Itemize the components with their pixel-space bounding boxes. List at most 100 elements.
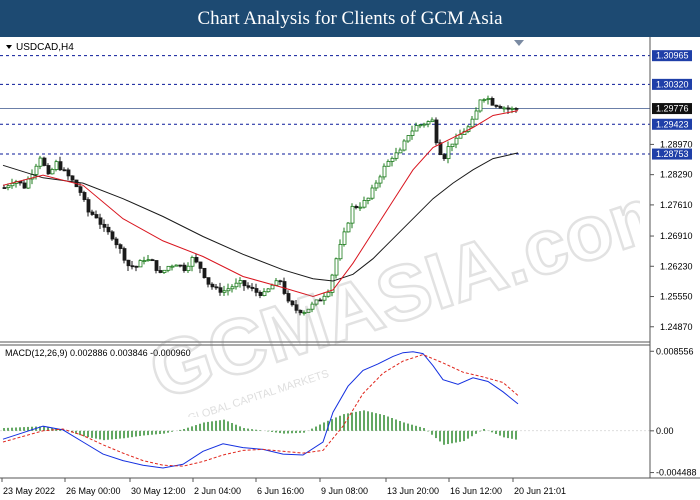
level-price-tag [652, 78, 692, 90]
bear-candle [22, 182, 27, 189]
level-price-tag [652, 148, 692, 160]
bear-candle [206, 277, 211, 285]
bear-candle [498, 106, 503, 109]
bull-candle [326, 291, 331, 297]
bear-candle [202, 267, 207, 279]
bull-candle [414, 125, 419, 132]
time-tick-label: 9 Jun 08:00 [321, 486, 368, 496]
bear-candle [106, 226, 111, 233]
bull-candle [406, 135, 411, 142]
time-tick-label: 2 Jun 04:00 [194, 486, 241, 496]
time-tick-label: 6 Jun 16:00 [257, 486, 304, 496]
macd-line [2, 351, 519, 469]
bear-candle [434, 119, 439, 144]
chart-header: Chart Analysis for Clients of GCM Asia [0, 0, 700, 37]
bull-candle [398, 149, 403, 154]
bear-candle [354, 205, 359, 209]
bear-candle [210, 283, 215, 288]
time-tick-label: 16 Jun 12:00 [450, 486, 502, 496]
bear-candle [250, 286, 255, 289]
bear-candle [318, 299, 323, 302]
price-tick-label: 1.26230 [660, 261, 693, 271]
bear-candle [286, 293, 291, 302]
bear-candle [294, 304, 299, 311]
bear-candle [214, 286, 219, 289]
bull-candle [482, 99, 487, 101]
bear-candle [490, 98, 495, 106]
bear-candle [254, 288, 259, 293]
bull-candle [458, 134, 463, 139]
bull-candle [170, 265, 175, 268]
bull-candle [222, 290, 227, 293]
bull-candle [34, 165, 39, 175]
time-tick-label: 20 Jun 21:01 [514, 486, 566, 496]
bear-candle [78, 186, 83, 193]
bear-candle [438, 142, 443, 156]
chart-header-title: Chart Analysis for Clients of GCM Asia [197, 7, 503, 29]
bear-candle [126, 259, 131, 267]
bull-candle [430, 119, 435, 122]
bull-candle [142, 260, 147, 262]
bull-candle [334, 258, 339, 276]
symbol-menu-icon[interactable] [6, 45, 12, 49]
level-price-tag-label: 1.28753 [656, 149, 689, 159]
bull-candle [390, 157, 395, 162]
bull-candle [366, 197, 371, 201]
bear-candle [290, 300, 295, 306]
bull-candle [270, 284, 275, 290]
bear-candle [182, 264, 187, 271]
bear-candle [122, 248, 127, 261]
bear-candle [494, 104, 499, 107]
bull-candle [410, 130, 415, 136]
bull-candle [486, 98, 491, 100]
bull-candle [138, 260, 143, 268]
bear-candle [134, 265, 139, 268]
ma-fast-line [2, 110, 519, 298]
price-chart: 1.24870 1.25550 1.26230 1.26910 1.27610 1.282… [0, 37, 700, 500]
bull-candle [38, 157, 43, 167]
bull-candle [374, 182, 379, 189]
chart-area: 1.24870 1.25550 1.26230 1.26910 1.27610 1.282… [0, 37, 700, 500]
price-tick-label: 1.26910 [660, 231, 693, 241]
bear-candle [154, 260, 159, 271]
bull-candle [478, 99, 483, 112]
current-price-tag-label: 1.29776 [656, 104, 689, 114]
bull-candle [386, 160, 391, 167]
bull-candle [302, 312, 307, 314]
macd-tick-label: 0.00 [656, 426, 674, 436]
bear-candle [114, 238, 119, 246]
bull-candle [50, 169, 55, 175]
bull-candle [474, 110, 479, 120]
bull-candle [54, 161, 59, 170]
bull-candle [446, 146, 451, 160]
bull-candle [362, 200, 367, 208]
bull-candle [190, 257, 195, 267]
bull-candle [10, 182, 15, 187]
macd-signal-line [2, 354, 519, 467]
bull-candle [470, 118, 475, 128]
bear-candle [298, 309, 303, 314]
bear-candle [90, 211, 95, 215]
level-price-tag-label: 1.30320 [656, 79, 689, 89]
bear-candle [18, 181, 23, 184]
bear-candle [218, 287, 223, 293]
bear-candle [82, 192, 87, 200]
bear-candle [150, 259, 155, 262]
bear-candle [158, 270, 163, 273]
bull-candle [422, 123, 427, 126]
bull-candle [338, 244, 343, 260]
bear-candle [506, 107, 511, 110]
bull-candle [166, 265, 171, 271]
bull-candle [310, 303, 315, 310]
chart-shift-marker[interactable] [514, 40, 524, 46]
price-tick-label: 1.25550 [660, 292, 693, 302]
bull-candle [6, 185, 11, 189]
time-tick-label: 26 May 00:00 [66, 486, 121, 496]
bear-candle [70, 175, 75, 181]
bear-candle [258, 291, 263, 296]
bull-candle [378, 176, 383, 184]
level-price-tag-label: 1.29423 [656, 119, 689, 129]
bull-candle [402, 140, 407, 151]
bear-candle [86, 199, 91, 213]
current-price-tag [652, 103, 692, 115]
